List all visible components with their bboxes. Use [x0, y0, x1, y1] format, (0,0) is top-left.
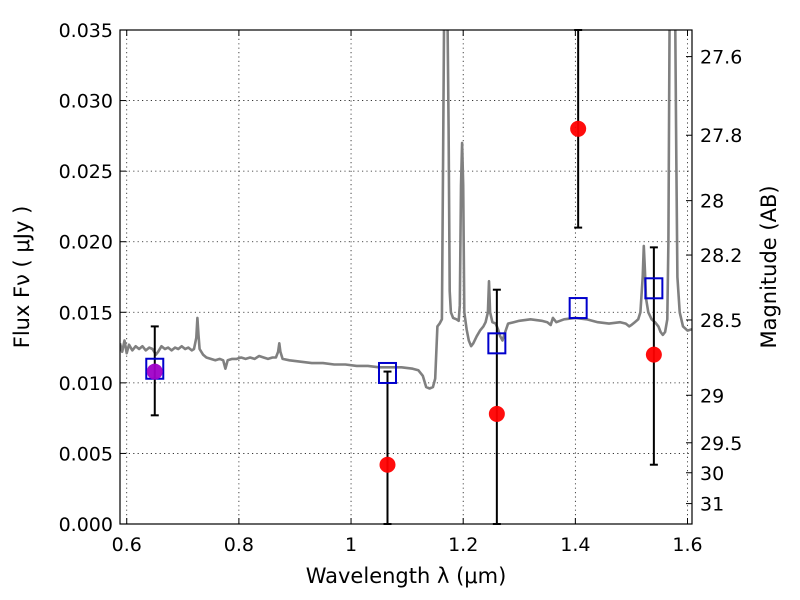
observed-point: [379, 456, 396, 473]
y-tick-label: 0.010: [59, 373, 113, 395]
y-tick-label: 0.035: [59, 20, 113, 42]
magnitude-tick-label: 29: [700, 385, 724, 407]
tick-layer: 0.6 0.8 1 1.2 1.4 1.6 0.000 0.005 0.010 0.015 0.02…: [59, 20, 743, 556]
x-tick-label: 0.6: [112, 534, 142, 556]
observed-point-layer: [146, 120, 662, 473]
magnitude-tick-label: 27.8: [700, 125, 742, 147]
x-tick-label: 0.8: [224, 534, 254, 556]
plot-frame: [119, 29, 693, 525]
magnitude-tick-label: 30: [700, 463, 724, 485]
model-square: [644, 277, 664, 300]
x-axis-title: Wavelength λ (μm): [306, 564, 507, 588]
spectrum-layer: [120, 30, 692, 390]
x-tick-label: 1.4: [560, 534, 590, 556]
observed-point: [570, 120, 587, 137]
errorbar-layer: [150, 29, 658, 525]
magnitude-tick-label: 27.6: [700, 47, 742, 69]
x-tick-label: 1: [345, 534, 357, 556]
model-square-layer: [145, 277, 664, 384]
y-tick-label: 0.025: [59, 161, 113, 183]
model-square: [568, 297, 588, 320]
observed-point: [645, 346, 662, 363]
x-tick-label: 1.6: [672, 534, 702, 556]
y-axis-right-title: Magnitude (AB): [757, 185, 781, 348]
observed-point: [146, 363, 163, 380]
y-tick-label: 0.000: [59, 514, 113, 536]
y-tick-label: 0.020: [59, 232, 113, 254]
y-tick-label: 0.005: [59, 443, 113, 465]
grid-layer: [120, 29, 692, 525]
spectrum-line: [120, 30, 692, 390]
y-tick-label: 0.015: [59, 302, 113, 324]
model-square: [377, 361, 397, 384]
model-square: [487, 332, 507, 355]
y-tick-label: 0.030: [59, 91, 113, 113]
observed-point: [488, 405, 505, 422]
magnitude-tick-label: 28: [700, 191, 724, 213]
magnitude-tick-label: 28.5: [700, 310, 742, 332]
magnitude-tick-label: 29.5: [700, 433, 742, 455]
x-tick-label: 1.2: [448, 534, 478, 556]
y-axis-title: Flux Fν ( μJy ): [10, 206, 34, 349]
magnitude-tick-label: 28.2: [700, 245, 742, 267]
magnitude-tick-label: 31: [700, 494, 724, 516]
